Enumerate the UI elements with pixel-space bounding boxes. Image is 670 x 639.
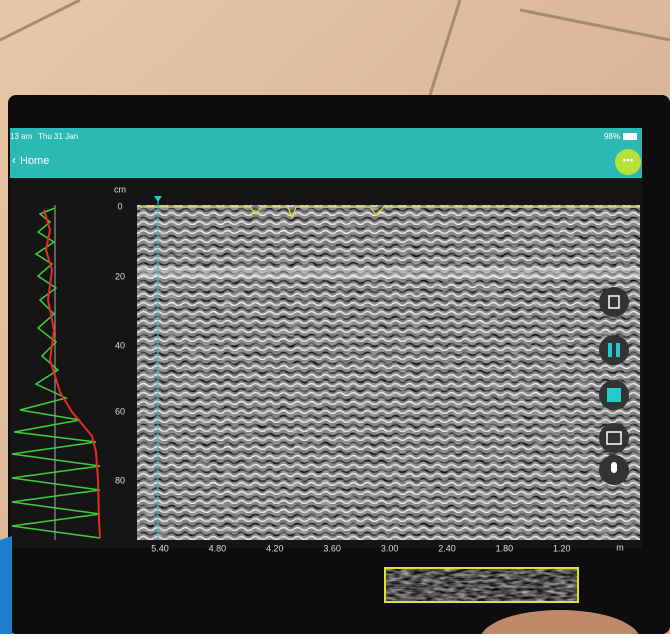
distance-tick-label: 3.00 xyxy=(381,543,399,553)
distance-tick-label: 1.20 xyxy=(553,543,571,553)
back-button[interactable]: Home xyxy=(20,155,49,167)
hand xyxy=(480,610,640,639)
menu-dots: ••• xyxy=(623,156,634,167)
status-date: Thu 31 Jan xyxy=(38,132,78,141)
edge-object xyxy=(0,536,12,634)
distance-unit: m xyxy=(616,542,624,552)
app-header xyxy=(10,146,642,178)
depth-tick-label: 60 xyxy=(115,406,125,416)
stop-icon xyxy=(607,388,621,402)
envelope-trace xyxy=(43,209,101,539)
depth-tick-label: 0 xyxy=(117,201,122,211)
distance-tick-label: 4.20 xyxy=(266,543,284,553)
battery-icon xyxy=(623,133,637,140)
distance-tick-label: 5.40 xyxy=(151,543,169,553)
toolbar xyxy=(599,287,629,485)
pause-icon xyxy=(616,343,620,357)
split-button[interactable] xyxy=(599,423,629,453)
distance-tick-label: 2.40 xyxy=(438,543,456,553)
pause-button[interactable] xyxy=(599,335,629,365)
depth-unit: cm xyxy=(114,184,126,194)
menu-button[interactable] xyxy=(615,149,641,175)
pause-icon xyxy=(608,343,612,357)
radargram-noise xyxy=(137,205,640,540)
distance-tick-label: 3.60 xyxy=(323,543,341,553)
depth-tick-label: 40 xyxy=(115,340,125,350)
delete-button[interactable] xyxy=(599,287,629,317)
overview-window[interactable] xyxy=(384,567,579,603)
status-time: 13 am xyxy=(10,132,33,141)
surface-trace xyxy=(140,206,640,220)
reflection-band xyxy=(137,268,640,278)
mic-icon xyxy=(611,462,617,473)
depth-tick-label: 80 xyxy=(115,475,125,485)
distance-tick-label: 1.80 xyxy=(496,543,514,553)
battery-level: 98% xyxy=(604,132,620,141)
cursor-handle[interactable] xyxy=(154,196,162,202)
depth-tick-label: 20 xyxy=(115,271,125,281)
tile-seams xyxy=(0,0,670,96)
delete-icon xyxy=(608,295,620,309)
status-bar xyxy=(10,128,642,146)
amplitude-trace xyxy=(11,207,101,539)
split-icon xyxy=(606,431,622,445)
back-arrow[interactable]: ‹ xyxy=(12,153,16,167)
distance-tick-label: 4.80 xyxy=(209,543,227,553)
overview-strip[interactable] xyxy=(385,568,578,602)
